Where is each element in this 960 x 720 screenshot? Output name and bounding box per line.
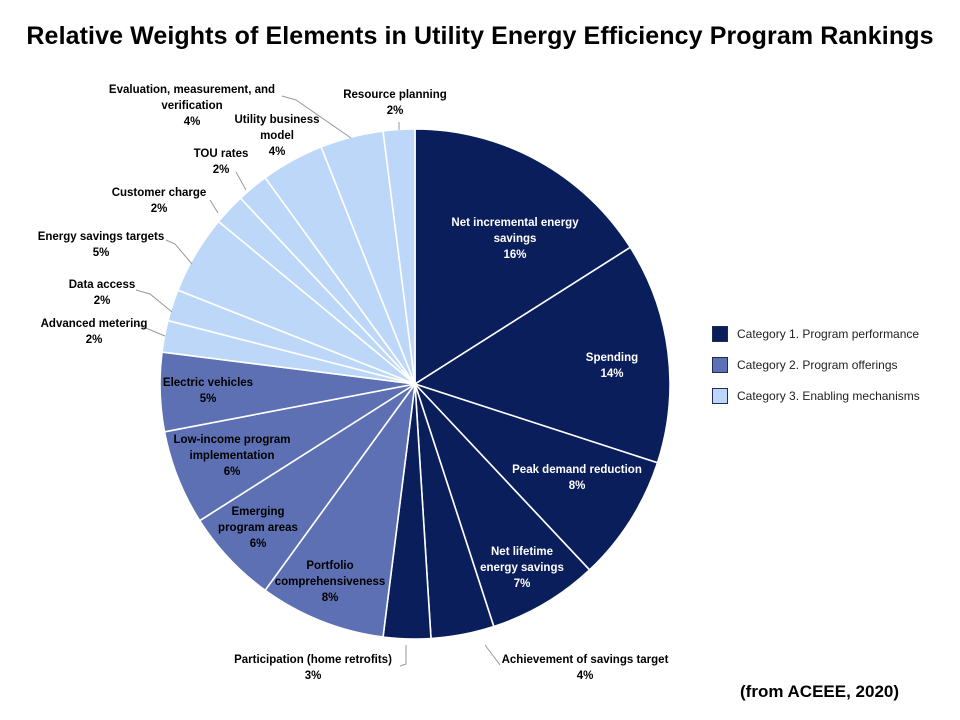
legend-item-category-2: Category 2. Program offerings — [712, 349, 920, 380]
slice-label: Net incremental energy savings 16% — [451, 217, 579, 261]
slice-label: Utility business model 4% — [235, 114, 320, 158]
slice-label: Evaluation, measurement, and verification… — [109, 84, 275, 128]
leader-line — [235, 171, 247, 191]
legend-item-category-1: Category 1. Program performance — [712, 318, 920, 349]
legend-label-category-3: Category 3. Enabling mechanisms — [737, 388, 920, 403]
pie-slice — [414, 128, 632, 386]
legend-label-category-2: Category 2. Program offerings — [737, 357, 898, 372]
chart-title: Relative Weights of Elements in Utility … — [26, 22, 934, 50]
slice-label: Peak demand reduction 8% — [512, 464, 642, 492]
pie-slice — [413, 246, 671, 464]
slice-label: Low-income program implementation 6% — [174, 434, 291, 478]
leader-line — [484, 644, 501, 666]
slice-label: Participation (home retrofits) 3% — [234, 654, 392, 682]
slice-label: Electric vehicles 5% — [163, 377, 253, 405]
slice-label: Net lifetime energy savings 7% — [480, 546, 564, 590]
leader-line — [135, 289, 173, 313]
leader-line — [209, 199, 219, 214]
legend-swatch-category-1 — [712, 325, 728, 342]
leader-line — [399, 645, 407, 667]
slice-label: Customer charge 2% — [112, 187, 207, 215]
leader-line — [281, 95, 352, 139]
slice-label: Emerging program areas 6% — [218, 506, 298, 550]
legend: Category 1. Program performance Category… — [712, 318, 920, 411]
pie-slice — [263, 383, 416, 638]
slice-label: Spending 14% — [586, 352, 638, 380]
slice-label: Achievement of savings target 4% — [502, 654, 669, 682]
legend-swatch-category-2 — [712, 356, 728, 373]
legend-swatch-category-3 — [712, 387, 728, 404]
leader-line — [165, 239, 193, 265]
leader-line — [135, 323, 166, 337]
source-note: (from ACEEE, 2020) — [740, 682, 900, 701]
pie-slice — [414, 383, 591, 628]
legend-item-category-3: Category 3. Enabling mechanisms — [712, 380, 920, 411]
slice-label: Energy savings targets 5% — [38, 231, 165, 259]
slice-label: Data access 2% — [69, 279, 136, 307]
slice-label: Resource planning 2% — [343, 89, 447, 117]
slice-label: Portfolio comprehensiveness 8% — [275, 560, 386, 604]
slice-label: Advanced metering 2% — [41, 318, 148, 346]
legend-label-category-1: Category 1. Program performance — [737, 326, 920, 341]
slice-label: TOU rates 2% — [194, 148, 249, 176]
pie-slice — [414, 383, 659, 572]
